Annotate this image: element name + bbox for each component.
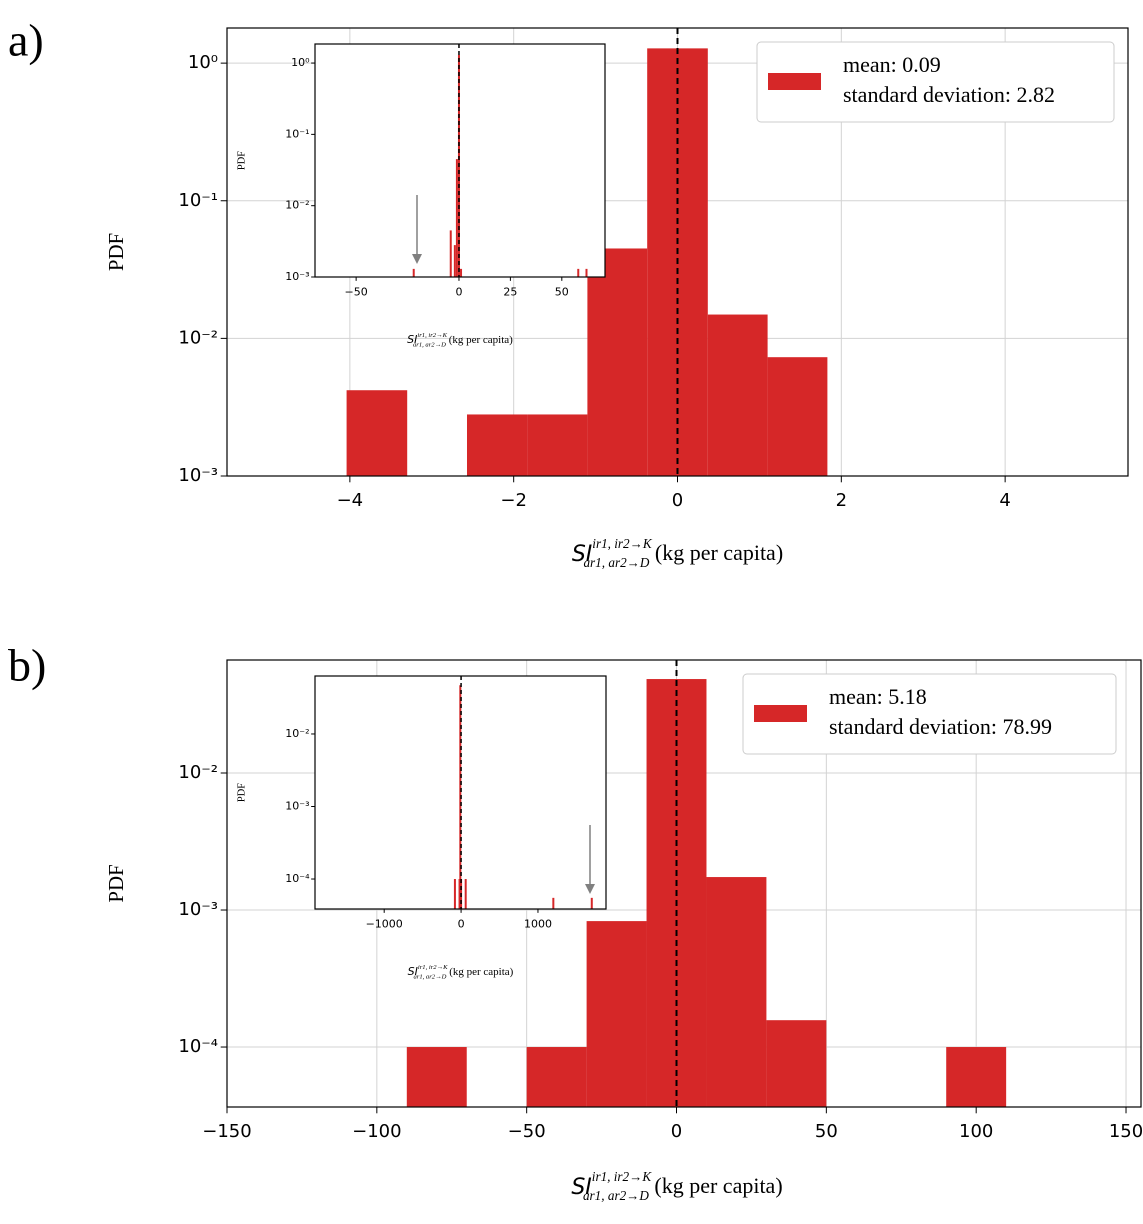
x-tick-label: 50 [555, 285, 569, 298]
arrow-head [585, 884, 595, 894]
label-unit: (kg per capita) [655, 540, 783, 565]
histogram-bar [527, 414, 588, 476]
x-tick-label: −1000 [366, 917, 403, 930]
spike-bar [455, 159, 458, 277]
label-sup: ir1, ir2→K [417, 332, 447, 339]
panel-label: b) [8, 640, 46, 691]
legend-text: mean: 0.09 [843, 52, 941, 77]
x-tick-label: −2 [500, 490, 527, 511]
label-base: SI [407, 333, 417, 346]
axes-frame [226, 659, 1142, 1108]
x-tick-label: 50 [815, 1121, 838, 1142]
x-tick-label: −100 [352, 1121, 401, 1142]
y-tick-label: 10⁻⁴ [178, 1036, 218, 1057]
x-tick-label: −50 [345, 285, 368, 298]
histogram-bar [586, 921, 647, 1107]
label-sub: ar1, ar2→D [413, 973, 446, 980]
y-axis-label: PDF [104, 233, 128, 271]
panel-label: a) [8, 15, 44, 66]
histogram-bar [946, 1047, 1007, 1107]
x-axis-label: SIir1, ir2→K ar1, ar2→D (kg per capita) [408, 964, 514, 980]
spike-bar [590, 897, 593, 909]
x-tick-label: 150 [1109, 1121, 1143, 1142]
label-base: SI [571, 1175, 591, 1200]
x-tick-label: 4 [999, 490, 1010, 511]
y-tick-label: 10⁻² [178, 762, 218, 783]
x-tick-label: 100 [959, 1121, 993, 1142]
label-sub: ar1, ar2→D [413, 341, 446, 348]
axes-background [315, 44, 605, 277]
histogram-bar [766, 1020, 827, 1107]
axes-frame [314, 43, 606, 278]
spike-bar [449, 230, 452, 277]
histogram-bar [406, 1047, 467, 1107]
x-tick-label: 2 [836, 490, 847, 511]
spike-bar [453, 879, 456, 909]
x-tick-label: −4 [337, 490, 364, 511]
legend-swatch [754, 705, 807, 722]
axes-frame [314, 675, 607, 910]
legend-text: standard deviation: 78.99 [829, 714, 1052, 739]
arrow-head [412, 254, 422, 264]
label-base: SI [408, 965, 418, 978]
label-sub: ar1, ar2→D [583, 1188, 649, 1203]
x-tick-label: −150 [202, 1121, 251, 1142]
y-tick-label: 10⁻² [178, 327, 218, 348]
spike-bar [460, 268, 463, 277]
y-tick-label: 10⁻² [285, 199, 309, 212]
label-sup: ir1, ir2→K [418, 964, 448, 971]
y-axis-label: PDF [236, 783, 247, 802]
label-unit: (kg per capita) [449, 334, 513, 346]
x-tick-label: 0 [458, 917, 465, 930]
legend-box [756, 41, 1115, 123]
histogram-bar [707, 314, 768, 476]
x-tick-label: 0 [455, 285, 462, 298]
spike-bar [552, 897, 555, 909]
y-tick-label: 10⁰ [291, 56, 310, 69]
spike-bar [412, 268, 415, 277]
y-tick-label: 10⁻¹ [178, 190, 218, 211]
y-axis-label: PDF [104, 864, 128, 902]
histogram-bar [587, 248, 648, 476]
label-unit: (kg per capita) [449, 966, 513, 978]
spike-bar [464, 879, 467, 909]
label-base: SI [572, 542, 592, 567]
x-tick-label: 1000 [524, 917, 552, 930]
legend-text: mean: 5.18 [829, 684, 927, 709]
x-axis-label: SIir1, ir2→K ar1, ar2→D (kg per capita) [407, 332, 513, 348]
spike-bar [459, 685, 462, 909]
histogram-bar [346, 390, 408, 476]
x-axis-label: SIir1, ir2→K ar1, ar2→D (kg per capita) [572, 536, 783, 570]
histogram-bar [706, 877, 767, 1107]
legend-text: standard deviation: 2.82 [843, 82, 1055, 107]
label-sub: ar1, ar2→D [583, 555, 649, 570]
y-tick-label: 10⁻³ [178, 899, 218, 920]
x-tick-label: 0 [671, 1121, 682, 1142]
x-tick-label: 0 [672, 490, 683, 511]
histogram-bar [466, 414, 528, 476]
spike-bar [453, 245, 456, 277]
legend-box [742, 673, 1117, 755]
x-tick-label: 25 [503, 285, 517, 298]
spike-bar [585, 268, 588, 277]
y-tick-label: 10⁰ [188, 52, 218, 73]
y-tick-label: 10⁻³ [285, 270, 309, 283]
spike-bar [577, 268, 580, 277]
histogram-bar [767, 357, 828, 476]
y-tick-label: 10⁻⁴ [285, 872, 310, 885]
y-tick-label: 10⁻² [285, 727, 309, 740]
label-unit: (kg per capita) [654, 1173, 782, 1198]
y-tick-label: 10⁻³ [285, 799, 309, 812]
legend-swatch [768, 73, 821, 90]
y-axis-label: PDF [236, 151, 247, 170]
x-axis-label: SIir1, ir2→K ar1, ar2→D (kg per capita) [571, 1169, 782, 1203]
label-sup: ir1, ir2→K [592, 536, 653, 551]
label-sup: ir1, ir2→K [592, 1169, 653, 1184]
axes-frame [226, 27, 1129, 477]
y-tick-label: 10⁻³ [178, 465, 218, 486]
x-tick-label: −50 [508, 1121, 546, 1142]
y-tick-label: 10⁻¹ [285, 127, 309, 140]
histogram-bar [526, 1047, 587, 1107]
